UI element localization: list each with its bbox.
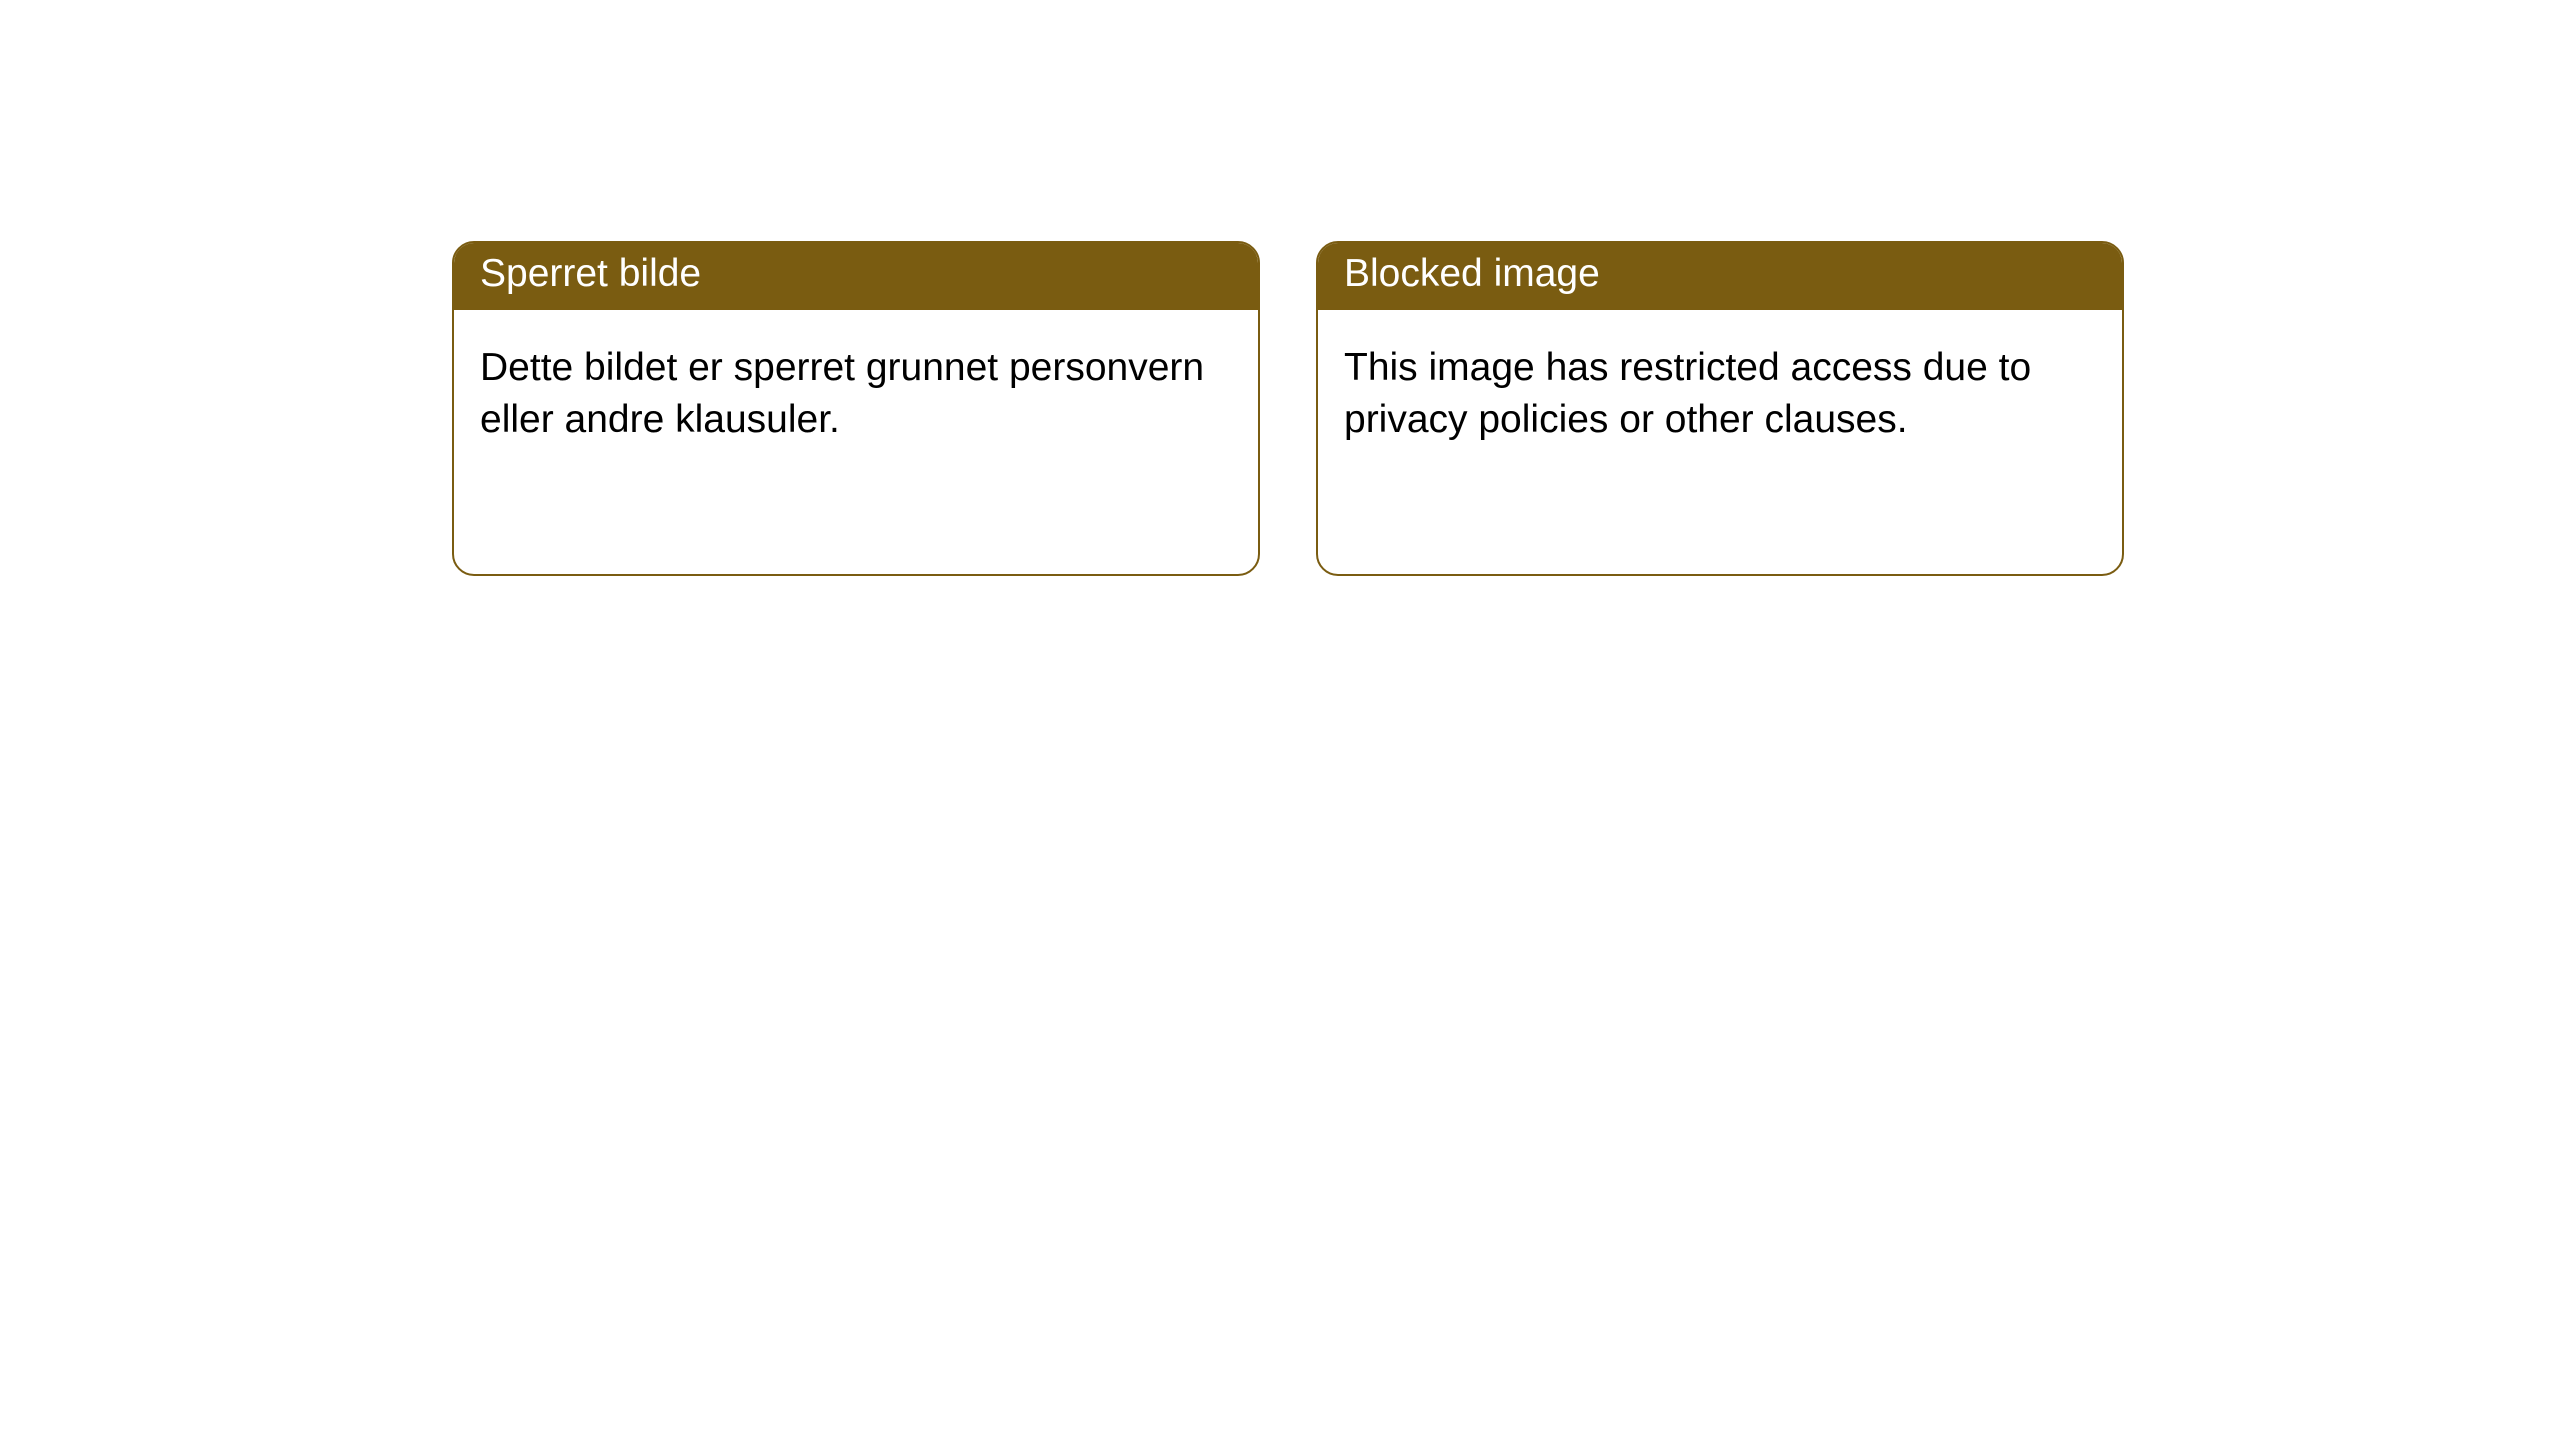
blocked-image-card-no: Sperret bilde Dette bildet er sperret gr… <box>452 241 1260 576</box>
notice-cards-container: Sperret bilde Dette bildet er sperret gr… <box>0 0 2560 576</box>
card-title-en: Blocked image <box>1318 243 2122 310</box>
card-body-en: This image has restricted access due to … <box>1318 310 2122 479</box>
blocked-image-card-en: Blocked image This image has restricted … <box>1316 241 2124 576</box>
card-body-no: Dette bildet er sperret grunnet personve… <box>454 310 1258 479</box>
card-title-no: Sperret bilde <box>454 243 1258 310</box>
